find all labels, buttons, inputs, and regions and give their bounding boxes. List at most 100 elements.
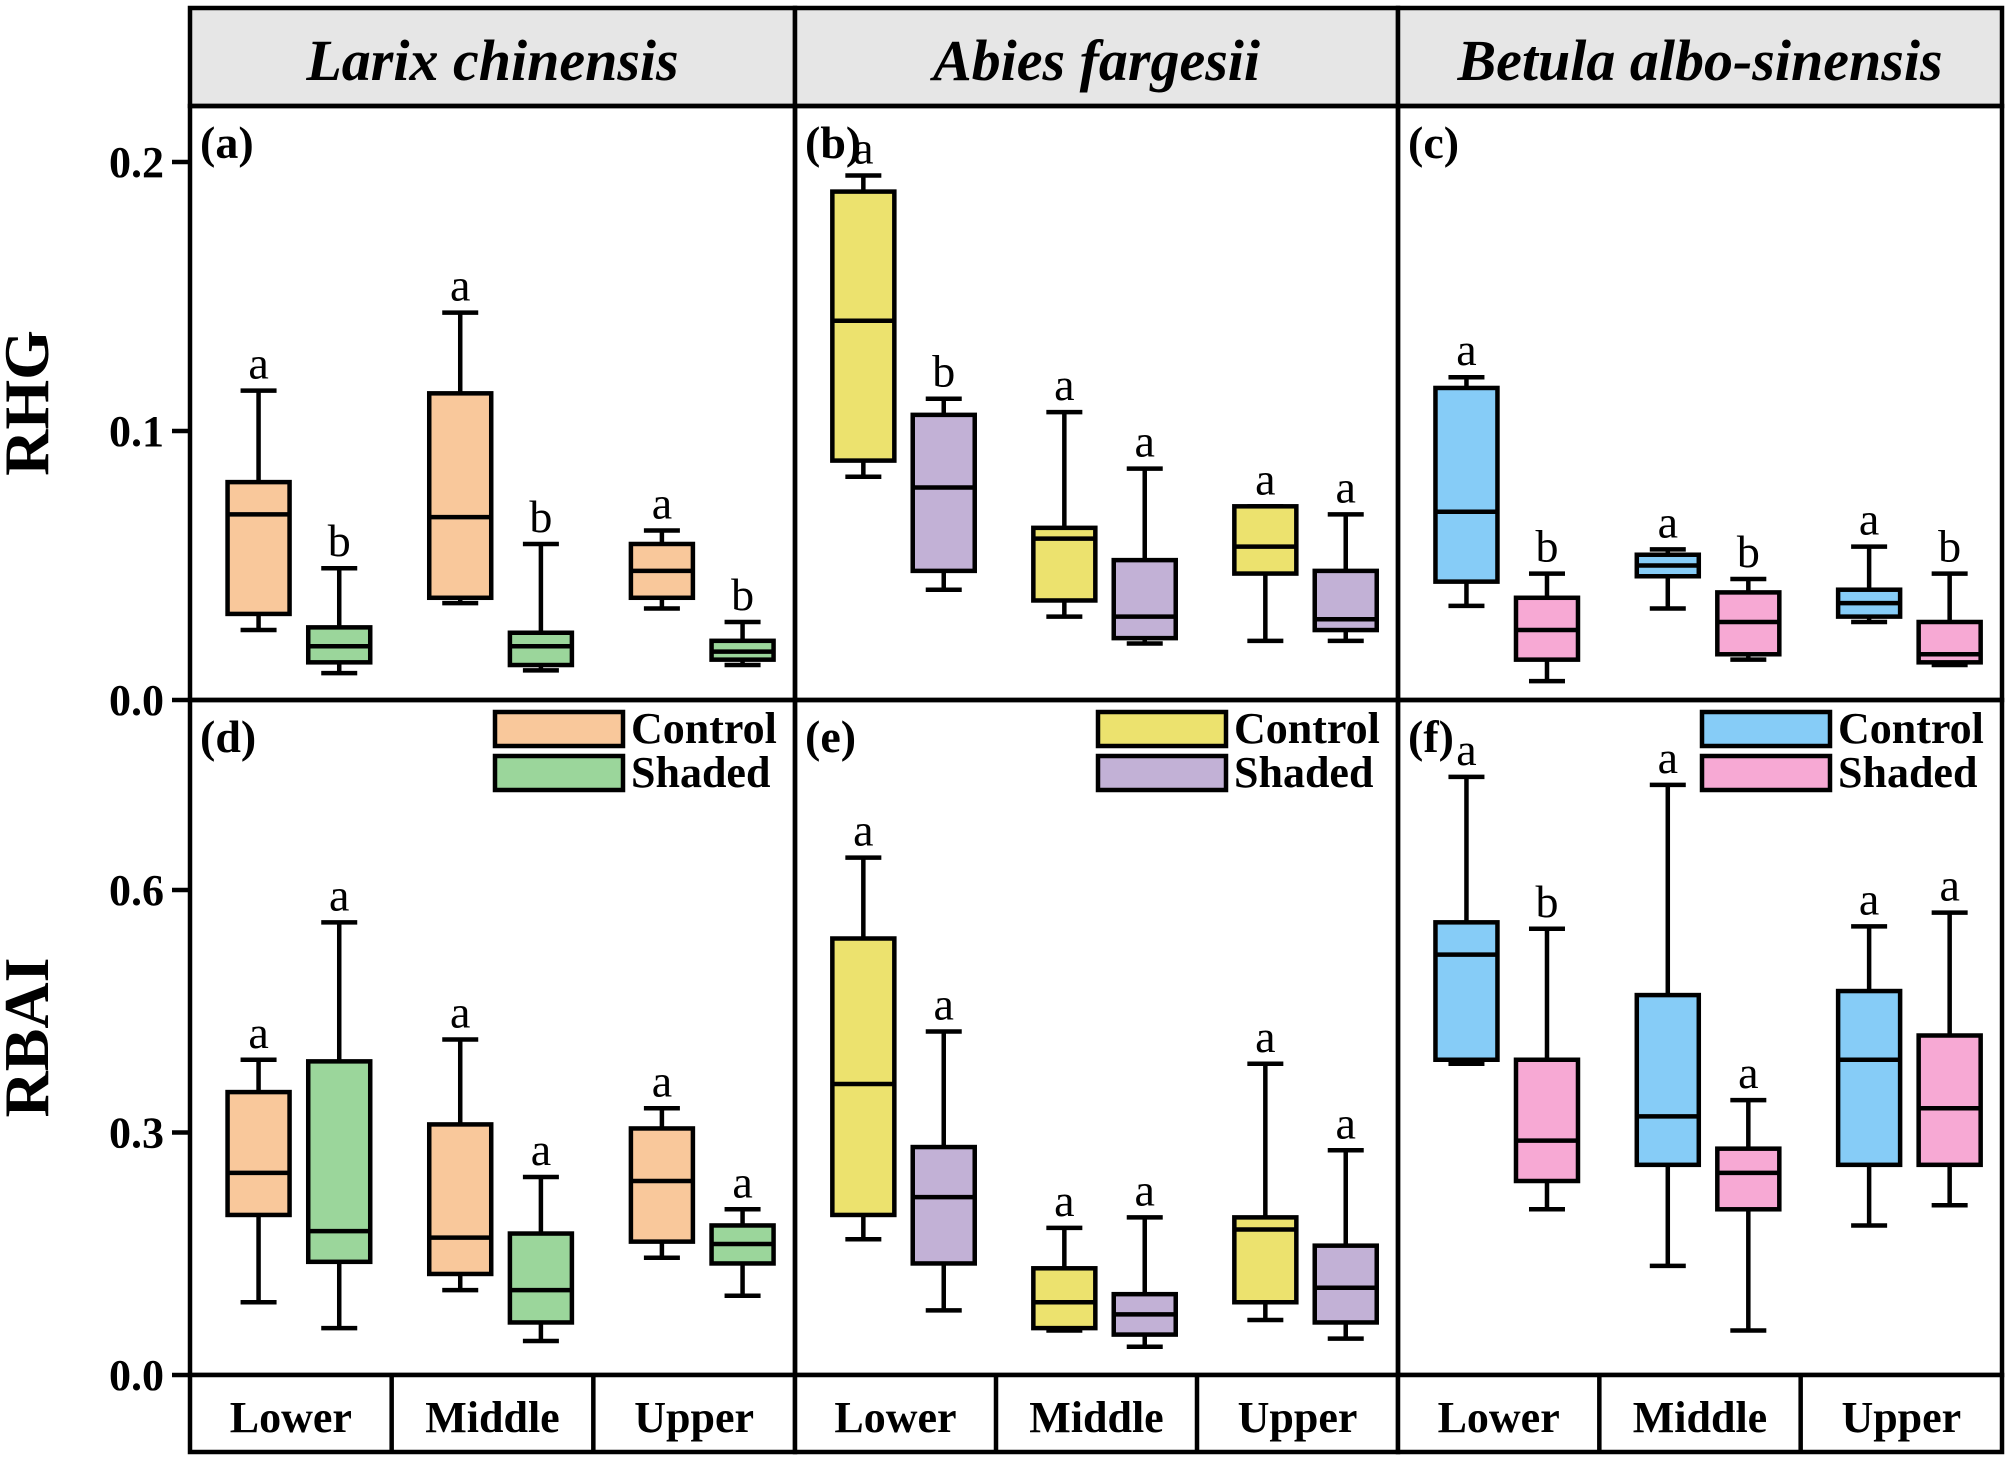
category-label-lower: Lower [230, 1393, 352, 1442]
significance-letter: a [1135, 1164, 1155, 1215]
significance-letter: a [1738, 1047, 1758, 1098]
y-tick-label: 0.0 [109, 1351, 164, 1400]
significance-letter: a [1456, 724, 1476, 775]
category-label-upper: Upper [1841, 1393, 1961, 1442]
legend-swatch-shaded [1095, 753, 1229, 793]
y-tick-label: 0.1 [109, 407, 164, 456]
y-axis-title-rbai: RBAI [0, 957, 62, 1117]
box-iqr [628, 1126, 696, 1244]
species-title-2: Betula albo-sinensis [1456, 28, 1942, 93]
panel-label: (f) [1408, 711, 1454, 762]
box-iqr [1835, 988, 1903, 1168]
significance-letter: a [248, 1007, 268, 1058]
box-iqr [426, 1122, 494, 1277]
box-iqr [830, 936, 897, 1218]
significance-letter: a [853, 122, 873, 173]
legend-swatch-shaded [1699, 753, 1833, 793]
legend-swatch-shaded [492, 753, 626, 793]
significance-letter: a [652, 1055, 672, 1106]
significance-letter: a [1456, 324, 1476, 375]
significance-letter: a [1658, 732, 1678, 783]
box-iqr [1433, 385, 1500, 584]
box-upper-shaded [1916, 910, 1983, 1208]
box-lower-control [830, 173, 897, 479]
significance-letter: a [1939, 860, 1959, 911]
y-tick-label: 0.2 [109, 138, 164, 187]
legend-swatch-control [492, 709, 626, 749]
box-middle-control [1634, 782, 1702, 1269]
significance-letter: a [1054, 359, 1074, 410]
significance-letter: a [1658, 496, 1678, 547]
box-upper-shaded [709, 1207, 776, 1299]
box-iqr [507, 1231, 575, 1325]
box-lower-control [830, 855, 897, 1242]
significance-letter: a [1255, 453, 1275, 504]
category-label-middle: Middle [1633, 1393, 1767, 1442]
significance-letter: a [531, 1124, 551, 1175]
significance-letter: b [731, 569, 754, 620]
significance-letter: a [248, 338, 268, 389]
species-header-0 [187, 5, 798, 109]
box-lower-shaded [1513, 926, 1581, 1212]
box-lower-shaded [305, 920, 373, 1331]
box-iqr [225, 1089, 292, 1218]
significance-letter: a [732, 1156, 752, 1207]
box-upper-control [628, 528, 696, 611]
panel-label: (c) [1408, 117, 1459, 168]
significance-letter: a [652, 478, 672, 529]
significance-letter: b [1938, 521, 1961, 572]
legend-label-control: Control [631, 704, 777, 753]
box-iqr [1111, 557, 1178, 641]
significance-letter: a [1255, 1011, 1275, 1062]
box-middle-shaded [507, 541, 575, 673]
legend-label-shaded: Shaded [631, 748, 770, 797]
box-iqr [1916, 1033, 1983, 1168]
significance-letter: b [1737, 526, 1760, 577]
significance-letter: a [450, 987, 470, 1038]
y-tick-label: 0.3 [109, 1109, 164, 1158]
panel-label: (a) [200, 117, 254, 168]
significance-letter: a [329, 869, 349, 920]
box-lower-control [1433, 374, 1500, 609]
box-upper-shaded [1312, 512, 1379, 644]
y-axis-title-rhg: RHG [0, 330, 62, 476]
significance-letter: a [1336, 1097, 1356, 1148]
box-middle-shaded [1111, 466, 1178, 646]
category-label-middle: Middle [425, 1393, 559, 1442]
box-middle-shaded [507, 1174, 575, 1344]
legend-label-shaded: Shaded [1838, 748, 1977, 797]
box-upper-shaded [1312, 1148, 1379, 1341]
significance-letter: b [1535, 521, 1558, 572]
y-tick-label: 0.6 [109, 866, 164, 915]
box-iqr [426, 391, 494, 601]
box-iqr [910, 1144, 977, 1266]
box-upper-control [1232, 1061, 1299, 1323]
box-iqr [1433, 920, 1500, 1062]
significance-letter: a [934, 978, 954, 1029]
box-iqr [1715, 1146, 1782, 1212]
significance-letter: a [1054, 1175, 1074, 1226]
box-middle-control [1031, 1225, 1098, 1333]
legend-label-control: Control [1838, 704, 1984, 753]
box-iqr [910, 412, 977, 574]
box-middle-control [1031, 409, 1098, 619]
category-label-upper: Upper [634, 1393, 754, 1442]
significance-letter: b [529, 491, 552, 542]
box-lower-shaded [1513, 571, 1581, 684]
box-middle-control [426, 1037, 494, 1293]
box-upper-shaded [1916, 571, 1983, 668]
box-lower-control [1433, 774, 1500, 1067]
box-middle-shaded [1111, 1215, 1178, 1349]
significance-letter: b [328, 515, 351, 566]
box-iqr [1312, 1243, 1379, 1325]
box-middle-shaded [1715, 576, 1782, 662]
box-iqr [830, 189, 897, 463]
box-middle-control [1634, 547, 1702, 611]
box-iqr [1232, 504, 1299, 576]
significance-letter: b [932, 346, 955, 397]
category-label-middle: Middle [1029, 1393, 1163, 1442]
category-strip-2 [1395, 1372, 2005, 1455]
box-iqr [507, 630, 575, 668]
category-strip-1 [792, 1372, 1401, 1455]
